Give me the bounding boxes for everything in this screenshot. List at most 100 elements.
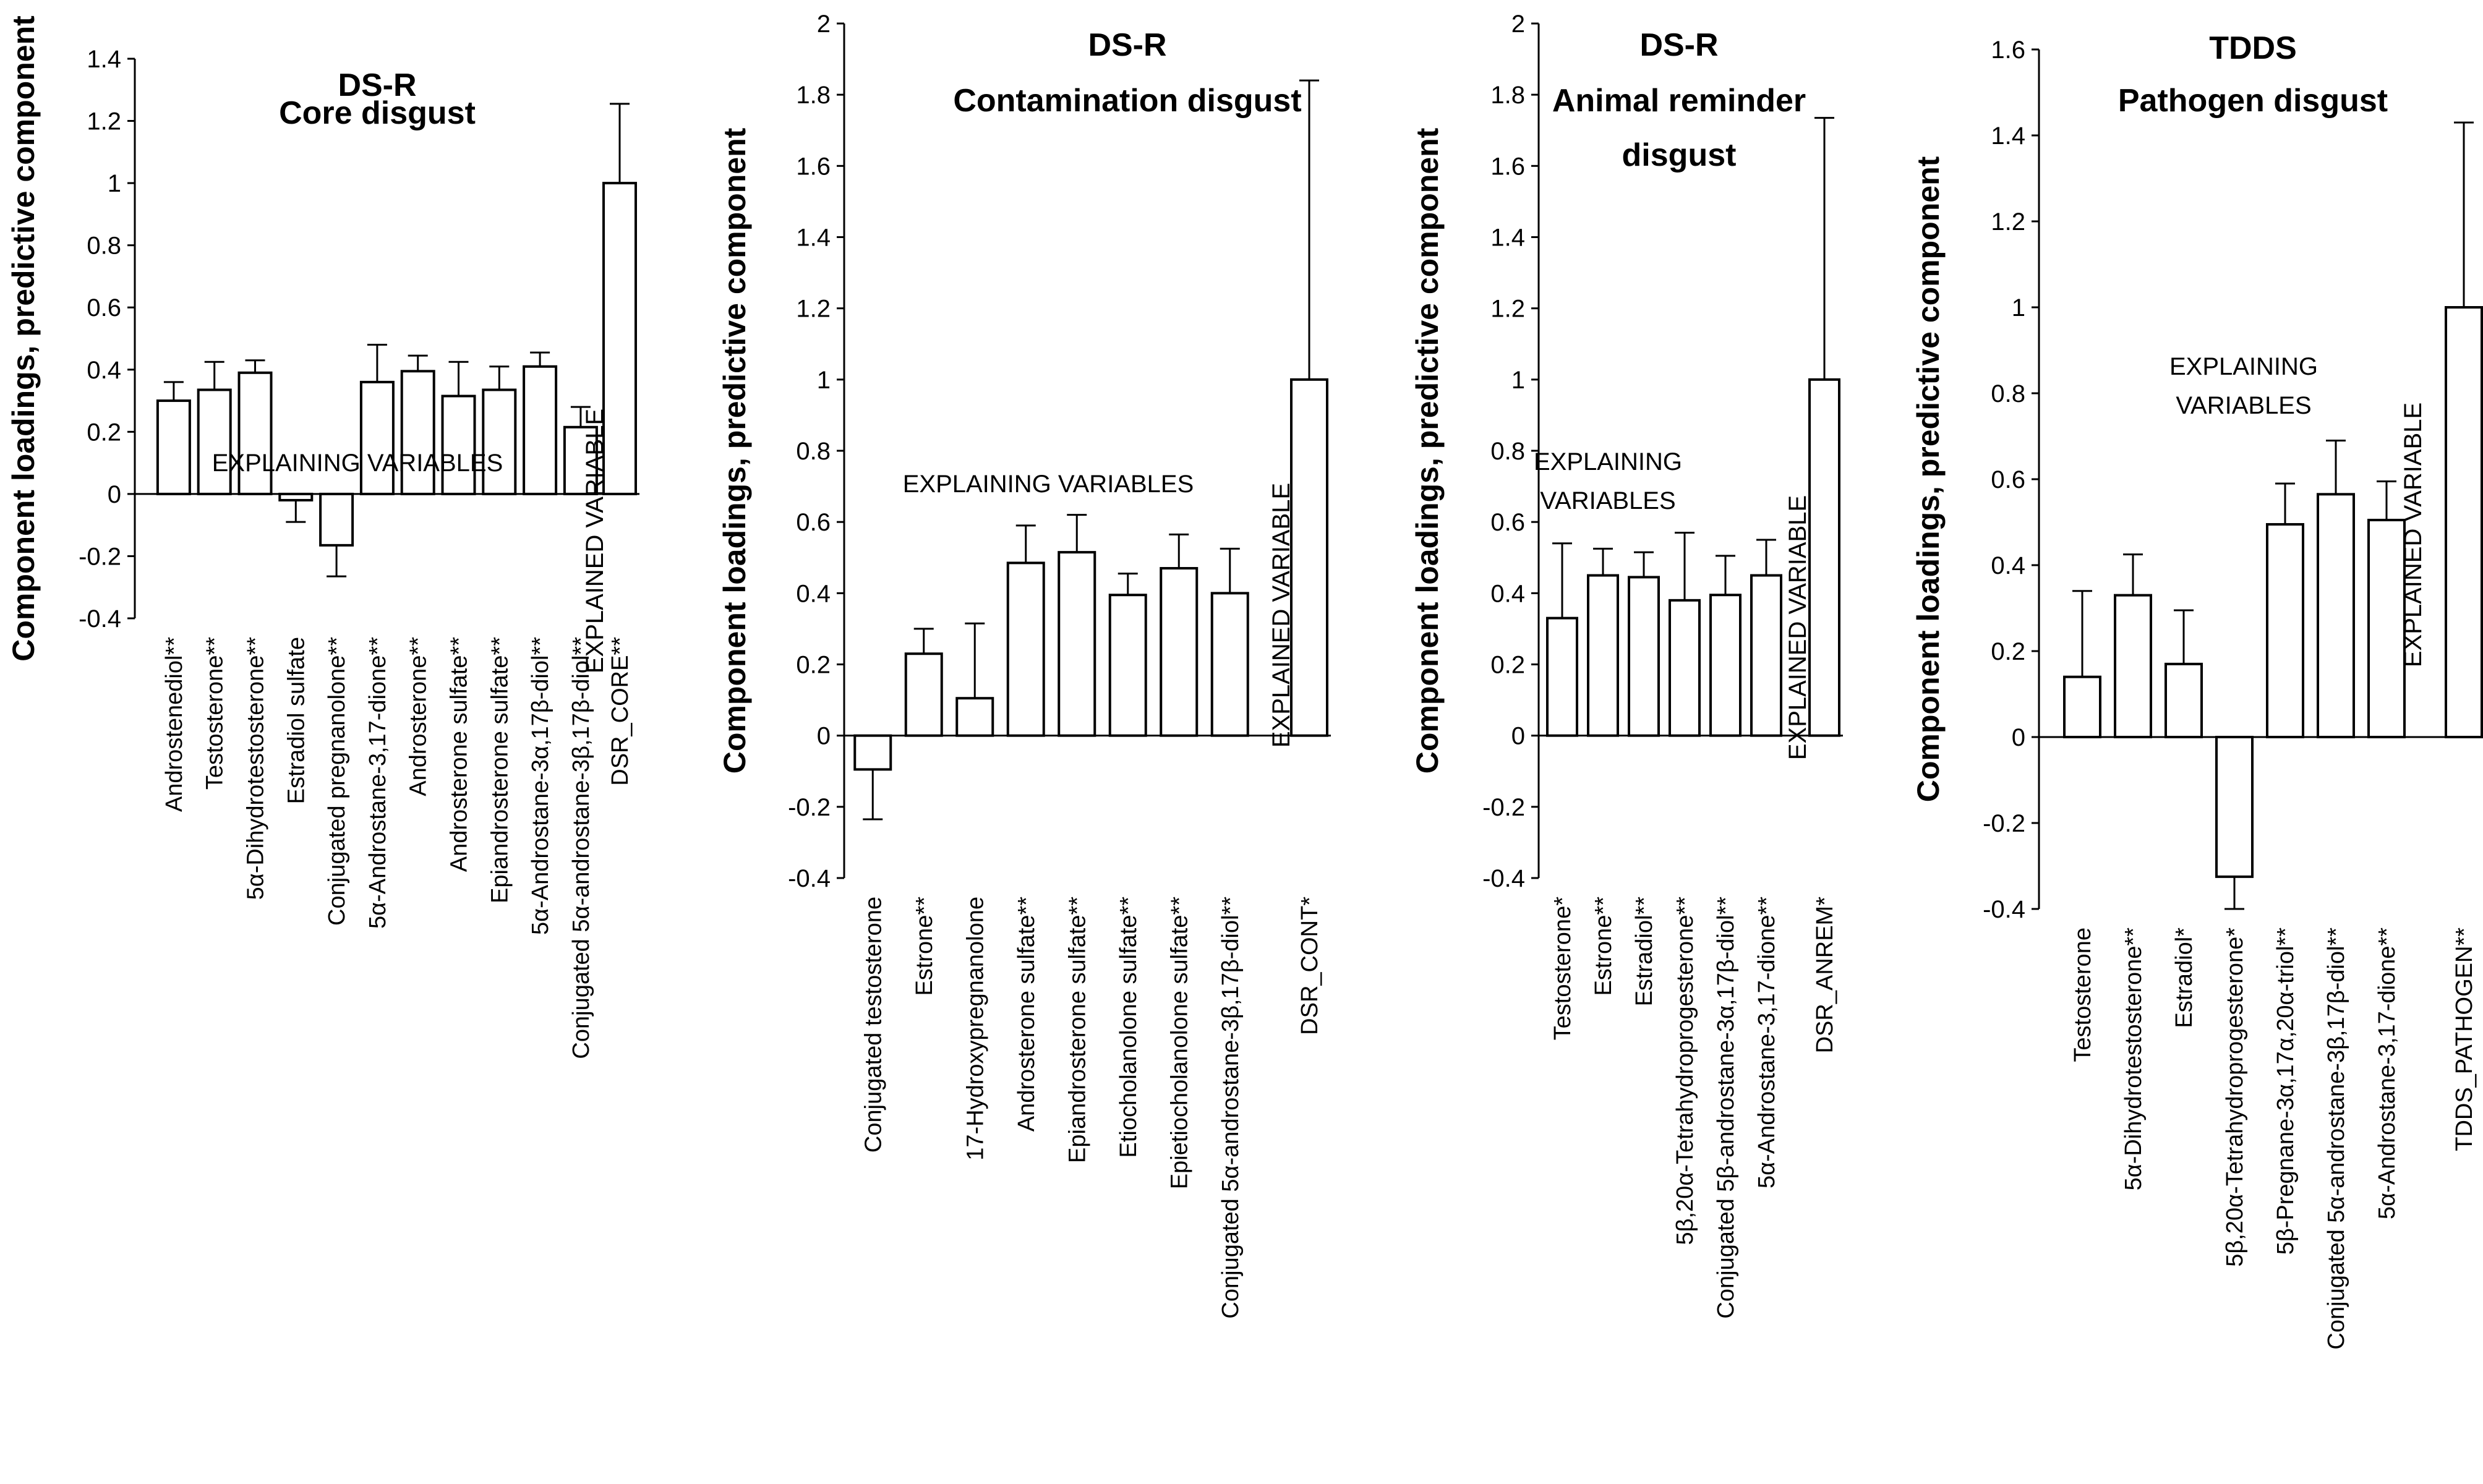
bar-6 xyxy=(2317,493,2355,738)
category-label-7: Epietiocholanolone sulfate** xyxy=(1166,897,1192,1189)
chart-title-line: Pathogen disgust xyxy=(2118,83,2388,119)
y-tick-label: 0.2 xyxy=(1490,652,1525,679)
chart-panel-2: DS-R Contamination disgust Component loadi… xyxy=(717,11,1331,1319)
category-label-2: Estrone** xyxy=(1591,897,1617,996)
y-tick-label: 2 xyxy=(817,11,831,38)
bar-1 xyxy=(1546,616,1578,737)
y-tick-label: 1.4 xyxy=(796,224,831,252)
y-tick-label: -0.4 xyxy=(1983,896,2025,923)
y-tick-label: 0 xyxy=(108,481,121,508)
category-label-5: Conjugated 5β-androstane-3α,17β-diol** xyxy=(1713,897,1739,1319)
explaining-variables-label: VARIABLES xyxy=(1540,487,1675,514)
bar-2 xyxy=(2114,594,2152,739)
chart-panel-4: TDDS Pathogen disgust Component loadings, … xyxy=(1911,30,2483,1350)
category-label-5: 5β-Pregnane-3α,17α,20α-triol** xyxy=(2273,927,2299,1255)
category-label-3: Estradiol* xyxy=(2171,927,2197,1028)
y-tick-label: 0 xyxy=(2012,724,2025,751)
y-tick-label: 1.2 xyxy=(796,296,831,323)
y-tick-label: 0.4 xyxy=(87,357,121,384)
y-tick-label: 1 xyxy=(1511,367,1525,394)
chart-title-line: Contamination disgust xyxy=(953,83,1301,119)
category-label-9: Epiandrosterone sulfate** xyxy=(487,637,513,903)
explained-variable-label: EXPLAINED VARIABLE xyxy=(581,409,609,673)
explained-variable-label: EXPLAINED VARIABLE xyxy=(1784,495,1811,760)
bar-4 xyxy=(2215,736,2254,878)
bar-8 xyxy=(2445,306,2483,738)
y-tick-label: 0.6 xyxy=(796,509,831,536)
y-tick-label: 0.6 xyxy=(1490,509,1525,536)
bar-9 xyxy=(482,388,517,495)
y-tick-label: 0.8 xyxy=(1490,438,1525,465)
chart-title-line: Core disgust xyxy=(279,95,476,131)
y-tick-label: 1.2 xyxy=(1991,208,2025,236)
explaining-variables-label: EXPLAINING VARIABLES xyxy=(212,450,503,477)
y-tick-label: 1.6 xyxy=(796,153,831,180)
y-tick-label: -0.4 xyxy=(79,605,121,633)
category-label-2: 5α-Dihydrotestosterone** xyxy=(2121,927,2147,1191)
y-tick-label: 2 xyxy=(1511,11,1525,38)
category-label-5: Epiandrosterone sulfate** xyxy=(1064,897,1090,1163)
y-tick-label: 0 xyxy=(1511,723,1525,750)
category-label-4: 5β,20α-Tetrahydroprogesterone** xyxy=(1672,897,1698,1245)
category-label-9: DSR_CONT* xyxy=(1297,897,1323,1035)
category-label-6: Conjugated 5α-androstane-3β,17β-diol** xyxy=(2323,927,2349,1350)
bar-1 xyxy=(853,734,892,771)
bar-6 xyxy=(359,380,395,495)
category-label-6: 5α-Androstane-3,17-dione** xyxy=(1754,897,1780,1188)
y-tick-label: 1.4 xyxy=(1991,122,2025,150)
y-tick-label: 1.6 xyxy=(1490,153,1525,180)
y-tick-label: 1.2 xyxy=(1490,296,1525,323)
chart-title-line: DS-R xyxy=(1088,27,1166,63)
category-label-8: Conjugated 5α-androstane-3β,17β-diol** xyxy=(1218,897,1244,1319)
y-tick-label: 0.2 xyxy=(796,652,831,679)
explaining-variables-label: EXPLAINING VARIABLES xyxy=(903,471,1194,498)
y-tick-label: -0.2 xyxy=(1482,794,1525,821)
y-tick-label: 1.8 xyxy=(796,82,831,109)
bar-4 xyxy=(278,492,314,501)
y-tick-label: -0.2 xyxy=(788,794,831,821)
bar-2 xyxy=(197,388,232,495)
bar-6 xyxy=(1750,574,1782,737)
category-label-12: DSR_CORE** xyxy=(607,637,633,786)
bar-5 xyxy=(319,492,354,547)
bar-8 xyxy=(441,394,476,495)
y-tick-label: 0.6 xyxy=(1991,466,2025,493)
category-label-6: 5α-Androstane-3,17-dione** xyxy=(365,637,391,929)
y-axis-label: Component loadings, predictive component xyxy=(6,15,41,662)
bar-10 xyxy=(523,365,558,495)
bar-7 xyxy=(1160,567,1199,737)
bar-12 xyxy=(602,182,637,495)
y-tick-label: 1 xyxy=(108,170,121,197)
y-tick-label: 1.2 xyxy=(87,108,121,135)
bar-5 xyxy=(2266,522,2304,738)
explaining-variables-label: EXPLAINING xyxy=(1534,448,1682,475)
bar-2 xyxy=(904,652,943,737)
explaining-variables-label: EXPLAINING xyxy=(2169,353,2318,380)
y-axis-label: Component loadings, predictive component xyxy=(1911,156,1946,802)
category-label-7: Androsterone** xyxy=(406,637,432,796)
bar-6 xyxy=(1108,594,1147,737)
bar-3 xyxy=(1628,576,1660,737)
category-label-3: Estradiol** xyxy=(1631,897,1657,1007)
bar-9 xyxy=(1290,378,1328,737)
category-label-7: 5α-Androstane-3,17-dione** xyxy=(2374,927,2400,1219)
chart-title-line: Animal reminder xyxy=(1552,83,1806,119)
explaining-variables-label: VARIABLES xyxy=(2176,392,2311,419)
bar-3 xyxy=(955,697,994,737)
y-tick-label: 1.6 xyxy=(1991,36,2025,64)
bar-5 xyxy=(1058,551,1096,737)
bar-7 xyxy=(400,370,435,495)
category-label-1: Testosterone* xyxy=(1550,897,1576,1041)
y-tick-label: -0.2 xyxy=(79,543,121,570)
category-label-4: 5β,20α-Tetrahydroprogesterone* xyxy=(2222,927,2248,1267)
bar-2 xyxy=(1587,574,1619,737)
category-label-4: Androsterone sulfate** xyxy=(1014,897,1040,1132)
bar-4 xyxy=(1669,599,1701,737)
chart-title-line: DS-R xyxy=(1639,27,1718,63)
chart-title-line: TDDS xyxy=(2209,30,2297,66)
y-tick-label: 0.8 xyxy=(1991,380,2025,407)
bar-4 xyxy=(1006,561,1045,737)
category-label-1: Androstenediol** xyxy=(161,637,187,812)
